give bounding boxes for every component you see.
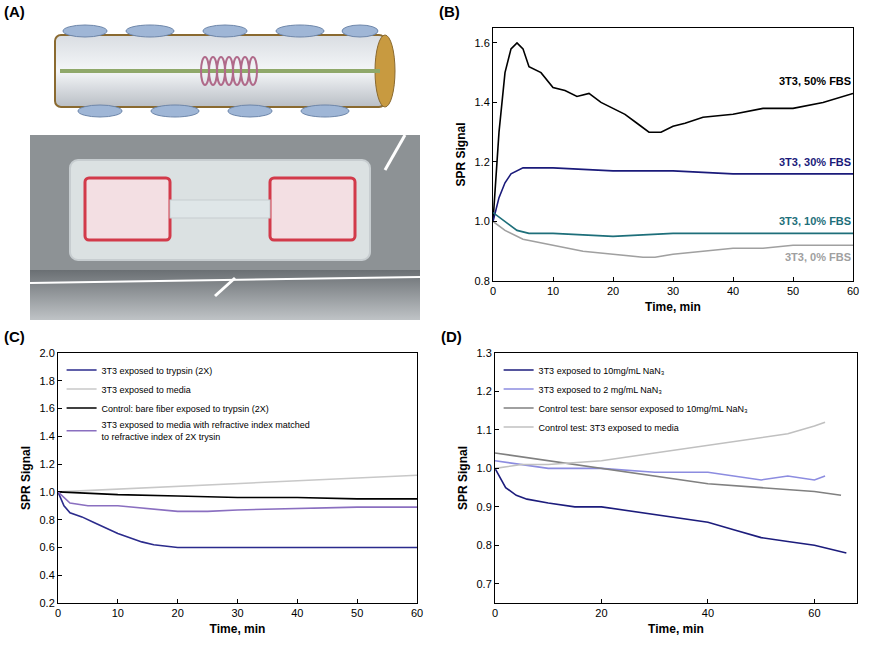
- svg-text:40: 40: [727, 285, 739, 297]
- svg-text:1.3: 1.3: [477, 347, 492, 359]
- svg-text:0.2: 0.2: [40, 597, 55, 609]
- svg-text:0: 0: [490, 285, 496, 297]
- svg-text:1.6: 1.6: [40, 402, 55, 414]
- svg-text:1.4: 1.4: [475, 96, 490, 108]
- svg-text:0.8: 0.8: [477, 539, 492, 551]
- svg-text:50: 50: [351, 607, 363, 619]
- svg-text:3T3, 50% FBS: 3T3, 50% FBS: [779, 75, 851, 87]
- svg-text:1.1: 1.1: [477, 424, 492, 436]
- svg-text:3T3, 0% FBS: 3T3, 0% FBS: [785, 251, 851, 263]
- svg-text:60: 60: [808, 607, 820, 619]
- svg-text:30: 30: [231, 607, 243, 619]
- svg-text:1.0: 1.0: [40, 486, 55, 498]
- svg-text:10: 10: [547, 285, 559, 297]
- svg-text:3T3, 10% FBS: 3T3, 10% FBS: [779, 215, 851, 227]
- svg-text:1.2: 1.2: [40, 458, 55, 470]
- svg-text:3T3 exposed to media with refr: 3T3 exposed to media with refractive ind…: [102, 420, 310, 442]
- svg-text:3T3 exposed to 10mg/mL NaN₃: 3T3 exposed to 10mg/mL NaN₃: [539, 366, 665, 376]
- svg-text:50: 50: [787, 285, 799, 297]
- svg-text:1.0: 1.0: [477, 462, 492, 474]
- svg-text:40: 40: [702, 607, 714, 619]
- svg-text:Control test: 3T3 exposed to m: Control test: 3T3 exposed to media: [539, 423, 679, 433]
- svg-text:1.4: 1.4: [40, 430, 55, 442]
- svg-text:1.0: 1.0: [475, 215, 490, 227]
- svg-text:0.7: 0.7: [477, 578, 492, 590]
- svg-text:Control: bare fiber exposed to: Control: bare fiber exposed to trypsin (…: [102, 404, 269, 414]
- svg-text:SPR Signal: SPR Signal: [454, 122, 468, 186]
- html-text:(C): (C): [4, 328, 25, 345]
- svg-text:3T3 exposed to media: 3T3 exposed to media: [102, 385, 191, 395]
- svg-text:60: 60: [847, 285, 859, 297]
- svg-text:SPR Signal: SPR Signal: [456, 446, 470, 510]
- svg-text:Time, min: Time, min: [210, 622, 266, 636]
- svg-text:Control test: bare sensor expo: Control test: bare sensor exposed to 10m…: [539, 404, 748, 414]
- svg-text:1.8: 1.8: [40, 375, 55, 387]
- svg-text:1.6: 1.6: [475, 37, 490, 49]
- svg-text:1.2: 1.2: [475, 156, 490, 168]
- svg-text:SPR Signal: SPR Signal: [19, 446, 33, 510]
- svg-text:3T3 exposed to trypsin (2X): 3T3 exposed to trypsin (2X): [102, 366, 213, 376]
- svg-text:Time, min: Time, min: [648, 622, 704, 636]
- html-text:(B): (B): [439, 3, 460, 20]
- svg-text:2.0: 2.0: [40, 347, 55, 359]
- svg-text:0.8: 0.8: [40, 514, 55, 526]
- svg-text:30: 30: [667, 285, 679, 297]
- svg-text:0.4: 0.4: [40, 569, 55, 581]
- svg-text:60: 60: [411, 607, 423, 619]
- svg-text:40: 40: [291, 607, 303, 619]
- svg-text:20: 20: [172, 607, 184, 619]
- svg-text:0: 0: [492, 607, 498, 619]
- svg-text:3T3 exposed to 2 mg/mL NaN₃: 3T3 exposed to 2 mg/mL NaN₃: [539, 385, 663, 395]
- svg-text:0: 0: [55, 607, 61, 619]
- svg-text:20: 20: [595, 607, 607, 619]
- svg-text:10: 10: [112, 607, 124, 619]
- svg-text:0.6: 0.6: [40, 541, 55, 553]
- svg-text:1.2: 1.2: [477, 385, 492, 397]
- svg-text:20: 20: [607, 285, 619, 297]
- svg-text:0.8: 0.8: [475, 275, 490, 287]
- html-text:(A): (A): [4, 3, 25, 20]
- svg-text:0.9: 0.9: [477, 501, 492, 513]
- svg-text:Time, min: Time, min: [645, 300, 701, 314]
- svg-text:3T3, 30% FBS: 3T3, 30% FBS: [779, 156, 851, 168]
- html-text:(D): (D): [441, 328, 462, 345]
